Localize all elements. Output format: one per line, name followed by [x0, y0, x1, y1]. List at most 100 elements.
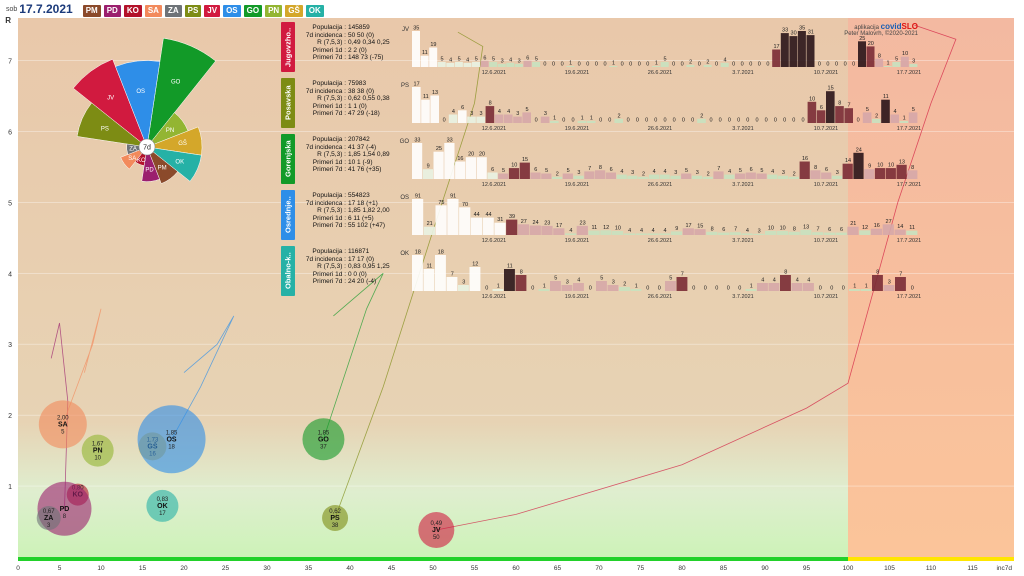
panel-bar: [799, 161, 810, 179]
panel-date-label: 10.7.2021: [814, 238, 838, 244]
panel-title[interactable]: Posavska: [281, 78, 295, 128]
panel-bar: [881, 99, 890, 123]
region-chip-sa[interactable]: SA: [144, 5, 162, 17]
panel-bar-label: 0: [571, 118, 574, 124]
panel-bar-label: 4: [807, 278, 810, 284]
panel-bar: [826, 91, 835, 123]
panel-bar-label: 5: [525, 107, 528, 113]
rose-slice-jv: [72, 58, 148, 148]
region-chip-za[interactable]: ZA: [164, 5, 182, 17]
panel-bar: [807, 101, 817, 123]
panel-bar: [515, 275, 527, 291]
bubble-code-label: PN: [93, 448, 103, 455]
panel-bar: [681, 173, 692, 179]
panel-bar-label: 4: [796, 278, 799, 284]
panel-bar: [694, 229, 706, 235]
panel-bar: [788, 176, 799, 179]
panel-bar-label: 5: [912, 107, 915, 113]
panel-bar-label: 0: [835, 62, 838, 68]
x-tick-label: 95: [803, 565, 811, 572]
panel-bar: [652, 66, 661, 67]
x-tick-label: 115: [967, 565, 978, 572]
region-chip-ps[interactable]: PS: [184, 5, 202, 17]
stat-row: 7d incidenca :17 18 (+1): [298, 200, 403, 208]
panel-bar: [682, 228, 694, 235]
panel-title[interactable]: Gorenjska: [281, 134, 295, 184]
panel-bar: [638, 176, 649, 179]
panel-title[interactable]: Obalno-k..: [281, 246, 295, 296]
panel-bar: [806, 35, 815, 67]
trail-os: [171, 315, 235, 440]
panel-bar-label: 17: [773, 44, 779, 50]
region-chip-go[interactable]: GO: [243, 5, 263, 17]
stat-row: Primeri 7d :24 20 (-4): [298, 278, 403, 286]
panel-bar-label: 3: [518, 58, 521, 64]
stat-key: R (7,5,3) :: [317, 263, 346, 271]
stat-value: 50 50 (0): [348, 31, 375, 39]
region-chip-pm[interactable]: PM: [82, 5, 101, 17]
panel-bar-label: 0: [826, 62, 829, 68]
panel-bar-label: 7: [588, 166, 591, 172]
bubble-r-label: 1,67: [92, 442, 104, 448]
panel-bar: [577, 120, 587, 123]
panel-bar: [691, 175, 703, 179]
x-tick-label: 40: [346, 565, 354, 572]
panel-bar-label: 6: [491, 167, 494, 173]
region-chip-ok[interactable]: OK: [305, 5, 324, 17]
panel-bar: [842, 163, 853, 179]
region-chip-gš[interactable]: GŠ: [285, 5, 303, 17]
panel-bar: [894, 229, 906, 235]
panel-bar: [670, 175, 681, 179]
panel-bar-label: 15: [697, 224, 703, 230]
panel-bar: [831, 175, 843, 179]
x-tick-label: 60: [512, 565, 520, 572]
panel-bar: [772, 49, 781, 67]
rose-slice-ok: [146, 146, 202, 182]
panel-bar-label: 8: [814, 165, 817, 171]
panel-bar-label: 0: [485, 286, 488, 292]
panel-bar-label: 5: [440, 56, 443, 62]
bubble-inc-label: 37: [320, 444, 327, 450]
panel-bar: [745, 172, 756, 179]
panel-bar-label: 27: [521, 219, 527, 225]
x-tick-label: 75: [637, 565, 645, 572]
region-chip-ko[interactable]: KO: [123, 5, 142, 17]
panel-bar-label: 8: [599, 165, 602, 171]
panel-bar-label: 6: [828, 227, 831, 233]
rose-slice-label: GO: [171, 79, 181, 85]
panel-bar-label: 0: [645, 118, 648, 124]
bubble-inc-label: 8: [63, 514, 67, 520]
x-tick-label: 110: [926, 565, 937, 572]
panel-bar-label: 10: [615, 226, 621, 232]
rose-slice-label: OS: [136, 89, 145, 95]
panel-bar-label: 0: [719, 118, 722, 124]
panel-bar: [492, 289, 504, 291]
panel-bar-label: 4: [773, 278, 776, 284]
y-tick-label: 7: [8, 59, 12, 66]
stat-row: Populacija :207842: [298, 136, 403, 144]
stat-row: Primeri 1d :2 2 (0): [298, 47, 403, 55]
panel-bar: [647, 233, 659, 235]
panel-bar-label: 0: [857, 118, 860, 124]
panel-date-label: 12.6.2021: [482, 182, 506, 188]
bubble-pn: [81, 434, 114, 467]
bubble-os: [137, 405, 206, 474]
panel-title[interactable]: Jugovzho..: [281, 22, 295, 72]
region-chip-jv[interactable]: JV: [204, 5, 221, 17]
stat-row: R (7,5,3) :0,62 0,55 0,38: [298, 95, 403, 103]
panel-title[interactable]: Osrednje..: [281, 190, 295, 240]
panel-bar: [697, 118, 706, 123]
region-chip-pn[interactable]: PN: [265, 5, 283, 17]
panel-bar-label: 7: [451, 272, 454, 278]
panel-bar: [607, 285, 619, 291]
panel-date-label: 3.7.2021: [732, 126, 753, 132]
panel-bar: [494, 222, 506, 235]
region-chip-os[interactable]: OS: [223, 5, 241, 17]
panel-date-label: 10.7.2021: [814, 294, 838, 300]
panel-bar-label: 0: [691, 118, 694, 124]
panel-bar-label: 0: [658, 286, 661, 292]
panel-code: OK: [400, 251, 409, 257]
panel-bar-label: 33: [414, 138, 420, 144]
panel-bar: [648, 174, 660, 179]
region-chip-pd[interactable]: PD: [103, 5, 121, 17]
